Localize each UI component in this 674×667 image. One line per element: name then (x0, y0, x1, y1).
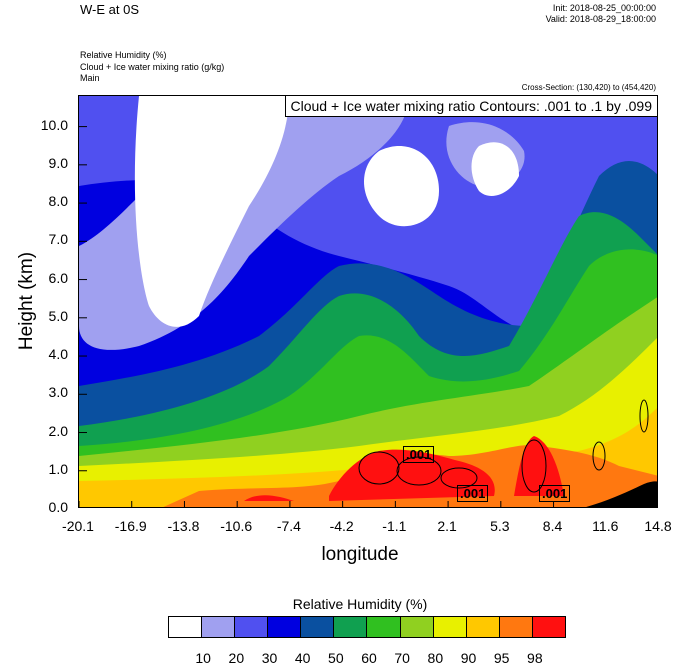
x-tick-label: -13.8 (167, 518, 200, 534)
plot-area: Cloud + Ice water mixing ratio Contours:… (78, 95, 658, 508)
colorbar-segment (400, 617, 434, 637)
y-tick-label: 2.0 (48, 422, 68, 439)
colorbar-segment (235, 617, 269, 637)
colorbar-segment (169, 617, 203, 637)
colorbar-label: 10 (195, 650, 211, 666)
field-label-main: Main (80, 73, 100, 83)
y-tick-label: 6.0 (48, 269, 68, 286)
x-tick-label: -20.1 (62, 518, 94, 534)
colorbar-segment (433, 617, 467, 637)
x-tick-label: -7.4 (276, 518, 301, 534)
y-tick-label: 3.0 (48, 384, 68, 401)
cloud-contour-1 (358, 451, 400, 485)
colorbar-label: 40 (294, 650, 311, 666)
colorbar-segment (532, 617, 565, 637)
cloud-contour-6 (639, 399, 649, 433)
chart-title: W-E at 0S (80, 2, 140, 17)
y-tick-label: 0.0 (48, 499, 68, 515)
x-tick-label: -16.9 (114, 518, 147, 534)
x-tick-label: -1.1 (382, 518, 407, 534)
colorbar (168, 616, 566, 638)
rh-band-10 (134, 96, 289, 327)
init-time: Init: 2018-08-25_00:00:00 (552, 3, 656, 13)
field-label-cloud: Cloud + Ice water mixing ratio (g/kg) (80, 62, 225, 72)
y-tick-label: 8.0 (48, 193, 68, 210)
colorbar-segment (499, 617, 533, 637)
cross-section-label: Cross-Section: (130,420) to (454,420) (521, 83, 656, 92)
y-tick-label: 9.0 (48, 154, 68, 171)
valid-time: Valid: 2018-08-29_18:00:00 (545, 14, 656, 24)
colorbar-segment (334, 617, 368, 637)
y-tick-label: 5.0 (48, 307, 68, 324)
x-tick-label: 14.8 (644, 518, 672, 534)
colorbar-label: 95 (493, 650, 510, 666)
colorbar-segment (466, 617, 500, 637)
colorbar-label: 50 (328, 650, 344, 666)
cloud-contour-3 (440, 467, 478, 489)
x-axis-label: longitude (321, 544, 399, 565)
humidity-cross-section (79, 96, 657, 507)
y-tick-label: 4.0 (48, 346, 68, 363)
x-tick-label: -10.6 (220, 518, 253, 534)
terrain (586, 481, 657, 507)
cloud-contour-5 (592, 441, 606, 471)
colorbar-label: 20 (228, 650, 245, 666)
x-tick-label: 8.4 (542, 518, 563, 534)
colorbar-label: 60 (361, 650, 377, 666)
contour-info-box: Cloud + Ice water mixing ratio Contours:… (284, 96, 657, 117)
colorbar-label: 90 (460, 650, 477, 666)
contour-label-2: .001 (457, 485, 489, 502)
colorbar-segment (268, 617, 302, 637)
contour-label-1: .001 (403, 446, 435, 463)
x-tick-label: 2.1 (437, 518, 457, 534)
x-tick-label: 11.6 (592, 518, 619, 534)
cloud-contour-2 (396, 456, 442, 486)
y-axis-label: Height (km) (16, 251, 37, 351)
rh-band-10-c (471, 142, 519, 196)
colorbar-label: 30 (261, 650, 278, 666)
x-tick-label: -4.2 (329, 518, 354, 534)
colorbar-label: 70 (394, 650, 410, 666)
colorbar-segment (367, 617, 401, 637)
colorbar-segment (202, 617, 236, 637)
y-tick-label: 7.0 (48, 231, 68, 248)
x-tick-label: 5.3 (490, 518, 510, 534)
rh-band-10-b (364, 145, 439, 227)
colorbar-segment (301, 617, 335, 637)
y-tick-label: 10.0 (40, 116, 68, 133)
colorbar-title: Relative Humidity (%) (292, 596, 428, 612)
contour-label-3: .001 (539, 485, 571, 502)
colorbar-label: 80 (427, 650, 444, 666)
colorbar-label: 98 (527, 650, 543, 666)
rh-band-saturated-3 (244, 495, 294, 501)
field-label-rh: Relative Humidity (%) (80, 50, 167, 60)
rh-band-saturated-1 (329, 449, 495, 501)
cloud-contour-4 (521, 439, 547, 493)
y-tick-label: 1.0 (48, 460, 68, 477)
rh-band-saturated-2 (514, 436, 564, 496)
